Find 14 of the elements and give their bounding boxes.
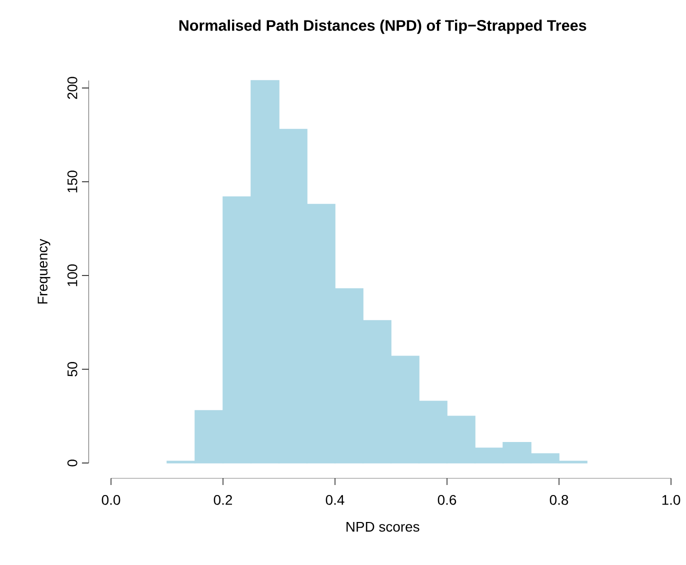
y-tick-label: 150 [67,170,78,192]
x-tick-label: 0.2 [214,495,232,505]
x-tick-label: 0.4 [326,495,344,505]
y-tick-label: 100 [67,264,78,286]
y-axis-title: Frequency [38,238,50,304]
y-tick-label: 50 [67,362,78,376]
x-tick-label: 0.0 [102,495,120,505]
chart-title: Normalised Path Distances (NPD) of Tip−Strapped Trees [179,20,586,34]
x-tick-label: 1.0 [662,495,680,505]
x-tick-label: 0.8 [550,495,568,505]
x-axis-title: NPD scores [346,522,420,532]
y-tick-label: 200 [67,76,78,99]
x-tick-label: 0.6 [438,495,456,505]
y-tick-label: 0 [67,460,78,466]
